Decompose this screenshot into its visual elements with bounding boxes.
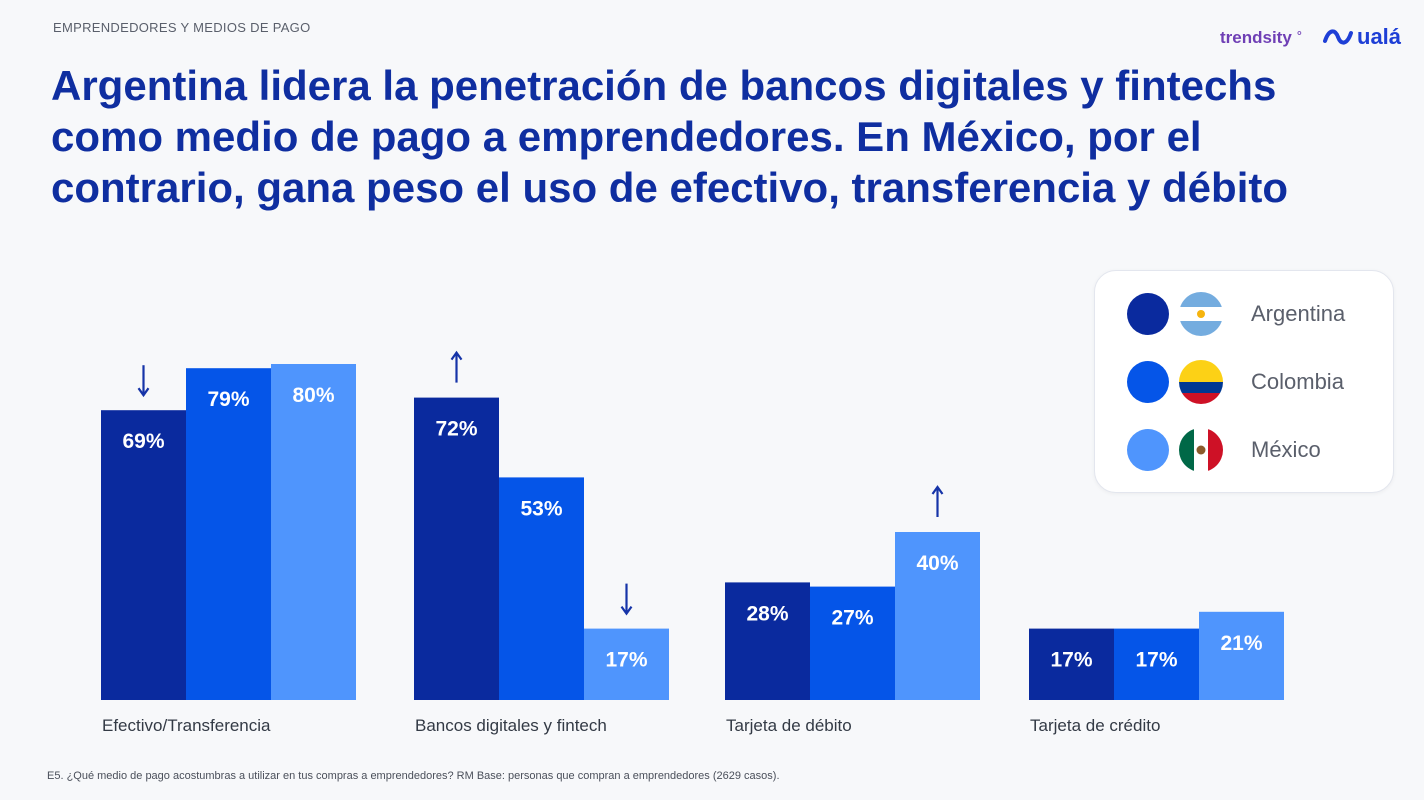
- bar-colombia-0: [186, 368, 271, 700]
- legend-swatch-mexico: [1127, 429, 1169, 471]
- section-kicker: EMPRENDEDORES Y MEDIOS DE PAGO: [53, 20, 311, 35]
- bar-colombia-3: [1114, 628, 1199, 700]
- category-label: Efectivo/Transferencia: [102, 716, 271, 735]
- legend-label-colombia: Colombia: [1251, 369, 1344, 394]
- bar-colombia-1: [499, 477, 584, 700]
- colombia-flag-icon: [1179, 360, 1223, 404]
- footnote: E5. ¿Qué medio de pago acostumbras a uti…: [47, 770, 780, 782]
- legend-item-mexico: México: [1127, 428, 1321, 472]
- trendsity-wordmark: trendsity: [1220, 28, 1292, 47]
- category-label: Bancos digitales y fintech: [415, 716, 607, 735]
- arrow-down-icon: [137, 365, 150, 398]
- uala-symbol-icon: [1323, 29, 1353, 45]
- data-label: 79%: [207, 388, 249, 411]
- arrow-down-icon: [620, 583, 633, 616]
- uala-logo: ualá: [1323, 24, 1401, 50]
- data-label: 27%: [831, 607, 873, 630]
- data-label: 17%: [1050, 649, 1092, 672]
- category-label: Tarjeta de débito: [726, 716, 852, 735]
- data-label: 17%: [1135, 649, 1177, 672]
- data-label: 40%: [916, 552, 958, 575]
- data-label: 69%: [122, 430, 164, 453]
- data-label: 21%: [1220, 632, 1262, 655]
- bar-argentina-3: [1029, 628, 1114, 700]
- legend-item-colombia: Colombia: [1127, 360, 1344, 404]
- data-label: 17%: [605, 649, 647, 672]
- arrow-up-icon: [450, 350, 463, 383]
- argentina-flag-icon: [1179, 292, 1223, 336]
- legend-item-argentina: Argentina: [1127, 292, 1345, 336]
- data-label: 53%: [520, 497, 562, 520]
- uala-wordmark: ualá: [1357, 24, 1402, 49]
- legend-swatch-argentina: [1127, 293, 1169, 335]
- bar-mexico-2: [895, 532, 980, 700]
- data-label: 80%: [292, 384, 334, 407]
- legend-swatch-colombia: [1127, 361, 1169, 403]
- data-label: 72%: [435, 418, 477, 441]
- category-label: Tarjeta de crédito: [1030, 716, 1160, 735]
- bar-mexico-0: [271, 364, 356, 700]
- bar-argentina-1: [414, 397, 499, 700]
- page-title: Argentina lidera la penetración de banco…: [51, 62, 1289, 211]
- bar-colombia-2: [810, 586, 895, 700]
- bar-argentina-0: [101, 410, 186, 700]
- arrow-up-icon: [931, 485, 944, 517]
- trendsity-symbol-icon: ⚬: [1294, 27, 1305, 40]
- trendsity-logo: trendsity ⚬: [1220, 28, 1304, 48]
- chart-legend: Argentina Colombia México: [1094, 270, 1394, 493]
- legend-label-mexico: México: [1251, 437, 1321, 462]
- data-label: 28%: [746, 602, 788, 625]
- bar-mexico-1: [584, 628, 669, 700]
- bar-argentina-2: [725, 582, 810, 700]
- legend-label-argentina: Argentina: [1251, 301, 1346, 326]
- bar-mexico-3: [1199, 611, 1284, 700]
- mexico-flag-icon: [1179, 428, 1223, 472]
